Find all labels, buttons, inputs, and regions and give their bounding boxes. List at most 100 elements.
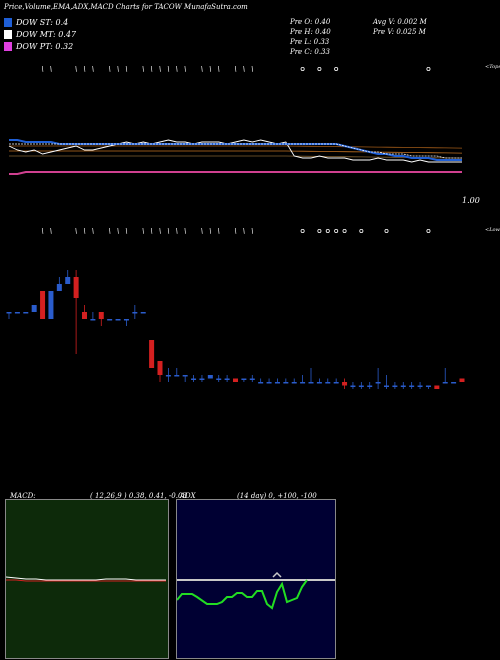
candle-body — [224, 378, 230, 380]
candle-body — [384, 385, 389, 387]
low-marker: \ — [108, 227, 110, 235]
legend-swatch-dow-mt — [4, 30, 12, 39]
candle-body — [350, 385, 356, 387]
price-chart: \ \ \ \ \ \ \ \ \ \ \ \ \ \ \ \ \ \ \ \ \ \ \ \ \ \ \ \ \ \ \ \ \ \ \ \ \ \ \ \ — [6, 65, 465, 389]
candle-body — [48, 291, 54, 319]
top-circle-marker — [317, 67, 322, 72]
candle-body — [375, 382, 381, 384]
top-marker: \ — [184, 65, 186, 73]
adx-line — [177, 579, 308, 610]
low-marker: \ — [150, 227, 152, 235]
low-marker: \ — [125, 227, 127, 235]
candle-body — [316, 382, 322, 384]
low-marker: \ — [41, 227, 43, 235]
candle-body — [90, 319, 96, 321]
legend-label-dow-pt: DOW PT: 0.32 — [16, 42, 74, 51]
candle-body — [358, 385, 364, 387]
adx-label: ADX — [180, 492, 196, 500]
low-marker: \ — [75, 227, 77, 235]
top-circle-marker — [426, 67, 431, 72]
macd-signal-line — [6, 579, 166, 582]
top-marker: \ — [234, 65, 236, 73]
candle-body — [207, 375, 213, 379]
legend-item-dow-st: DOW ST: 0.4 — [4, 17, 122, 28]
top-circle-marker — [334, 67, 339, 72]
candle-body — [451, 382, 457, 384]
low-marker: \ — [184, 227, 186, 235]
low-circle-marker — [300, 228, 305, 233]
candle-body — [40, 291, 46, 319]
candle-body — [107, 319, 113, 321]
candle-body — [233, 378, 238, 382]
candle-body — [98, 312, 104, 319]
top-marker: \ — [159, 65, 161, 73]
candle-body — [274, 382, 280, 384]
candle-body — [300, 382, 306, 384]
top-marker: \ — [243, 65, 245, 73]
low-marker: \ — [83, 227, 85, 235]
candle-body — [157, 361, 163, 375]
macd-plot — [6, 576, 166, 582]
ema-band-line — [9, 150, 463, 154]
low-marker: \ — [167, 227, 169, 235]
low-circle-marker — [334, 228, 339, 233]
price-line — [8, 139, 462, 163]
candle-body — [249, 378, 255, 380]
low-marker: \ — [243, 227, 245, 235]
low-circle-marker — [317, 228, 322, 233]
top-marker: \ — [92, 65, 94, 73]
prev-open: Pre O: 0.40 — [290, 18, 331, 26]
top-marker: \ — [176, 65, 178, 73]
candle-body — [182, 375, 188, 377]
candle-body — [367, 385, 373, 387]
low-circle-marker — [325, 228, 330, 233]
legend-swatch-dow-st — [4, 18, 12, 27]
top-marker: \ — [209, 65, 211, 73]
legend-item-dow-pt: DOW PT: 0.32 — [4, 41, 122, 52]
prev-high: Pre H: 0.40 — [290, 28, 331, 36]
low-marker: \ — [92, 227, 94, 235]
candle-body — [6, 312, 12, 314]
candle-body — [65, 277, 71, 284]
candle-body — [442, 382, 448, 384]
candle-body — [241, 378, 247, 380]
candle-body — [14, 312, 20, 314]
low-marker: \ — [159, 227, 161, 235]
candle-body — [73, 277, 79, 298]
candle-body — [199, 378, 205, 380]
top-marker: \ — [201, 65, 203, 73]
candle-body — [115, 319, 121, 321]
candle-body — [325, 382, 331, 384]
legend-item-dow-mt: DOW MT: 0.47 — [4, 29, 122, 40]
low-marker: \ — [142, 227, 144, 235]
low-circle-marker — [384, 228, 389, 233]
tops-label: <Tops — [485, 64, 500, 70]
top-marker: \ — [150, 65, 152, 73]
candle-body — [23, 312, 29, 314]
low-circle-marker — [426, 228, 431, 233]
legend-swatch-dow-pt — [4, 42, 12, 51]
macd-label: MACD: — [10, 492, 36, 500]
candle-body — [409, 385, 415, 387]
ema-band-line — [9, 145, 463, 149]
top-marker: \ — [75, 65, 77, 73]
candle-body — [31, 305, 37, 312]
candle-body — [258, 382, 264, 384]
low-marker: \ — [234, 227, 236, 235]
legend-label-dow-st: DOW ST: 0.4 — [16, 18, 69, 27]
macd-line — [6, 576, 166, 581]
adx-panel — [176, 499, 336, 659]
candle-body — [308, 382, 314, 384]
top-marker: \ — [218, 65, 220, 73]
prev-low: Pre L: 0.33 — [290, 38, 330, 46]
low-circle-marker — [342, 228, 347, 233]
top-marker: \ — [50, 65, 52, 73]
low-marker: \ — [50, 227, 52, 235]
candle-body — [400, 385, 406, 387]
top-marker: \ — [83, 65, 85, 73]
low-marker: \ — [117, 227, 119, 235]
candle-body — [56, 284, 62, 291]
top-circle-marker — [300, 67, 305, 72]
candle-body — [132, 312, 138, 314]
top-marker: \ — [41, 65, 43, 73]
